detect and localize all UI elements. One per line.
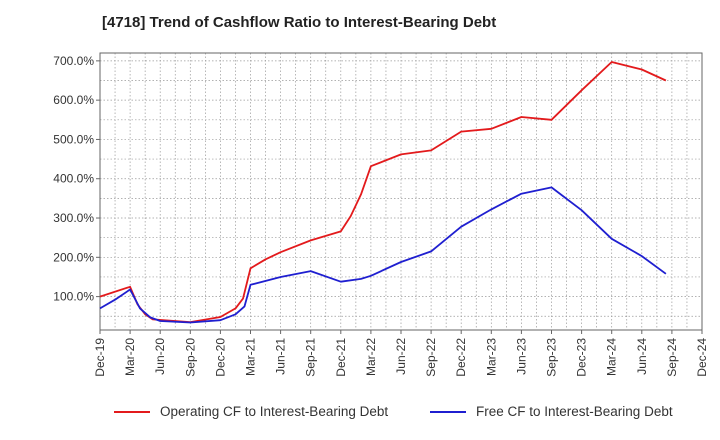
legend-item-operating-cf: Operating CF to Interest-Bearing Debt (114, 404, 388, 419)
x-tick-label: Dec-22 (454, 338, 468, 377)
x-tick-label: Dec-23 (575, 338, 589, 377)
x-tick-label: Sep-20 (183, 338, 197, 377)
x-tick-label: Jun-23 (514, 338, 528, 375)
x-tick-label: Jun-24 (635, 338, 649, 375)
x-tick-label: Dec-20 (213, 338, 227, 377)
x-tick-label: Sep-22 (424, 338, 438, 377)
y-tick-label: 700.0% (53, 54, 94, 68)
legend-swatch-operating-cf (114, 410, 150, 413)
x-tick-label: Mar-20 (123, 338, 137, 376)
chart-title: [4718] Trend of Cashflow Ratio to Intere… (102, 14, 497, 31)
x-tick-label: Jun-20 (153, 338, 167, 375)
series-line-operating-cf (99, 61, 667, 324)
legend-label-free-cf: Free CF to Interest-Bearing Debt (476, 404, 673, 419)
x-tick-label: Sep-21 (304, 338, 318, 377)
x-tick-label: Jun-21 (274, 338, 288, 375)
x-tick-label: Jun-22 (394, 338, 408, 375)
x-tick-label: Dec-21 (334, 338, 348, 377)
legend: Operating CF to Interest-Bearing Debt Fr… (0, 404, 720, 426)
y-tick-label: 600.0% (53, 93, 94, 107)
y-axis-ticks: 100.0% 200.0% 300.0% 400.0% 500.0% 600.0% 700.… (53, 54, 100, 304)
x-tick-label: Dec-19 (93, 338, 107, 377)
y-tick-label: 400.0% (53, 172, 94, 186)
legend-item-free-cf: Free CF to Interest-Bearing Debt (430, 404, 673, 419)
y-tick-label: 200.0% (53, 250, 94, 264)
x-tick-label: Mar-23 (484, 338, 498, 376)
gridlines (99, 53, 703, 330)
series-lines (99, 61, 667, 324)
legend-label-operating-cf: Operating CF to Interest-Bearing Debt (160, 404, 389, 419)
y-tick-label: 300.0% (53, 211, 94, 225)
x-tick-label: Dec-24 (695, 338, 709, 377)
x-axis-ticks: Dec-19 Mar-20 Jun-20 Sep-20 Dec-20 Mar-21 Jun-… (93, 330, 709, 377)
legend-swatch-free-cf (430, 410, 466, 413)
x-tick-label: Mar-24 (605, 338, 619, 376)
y-tick-label: 100.0% (53, 290, 94, 304)
x-tick-label: Mar-22 (364, 338, 378, 376)
series-line-free-cf (99, 186, 667, 324)
y-tick-label: 500.0% (53, 132, 94, 146)
x-tick-label: Mar-21 (244, 338, 258, 376)
x-tick-label: Sep-24 (665, 338, 679, 377)
x-tick-label: Sep-23 (545, 338, 559, 377)
